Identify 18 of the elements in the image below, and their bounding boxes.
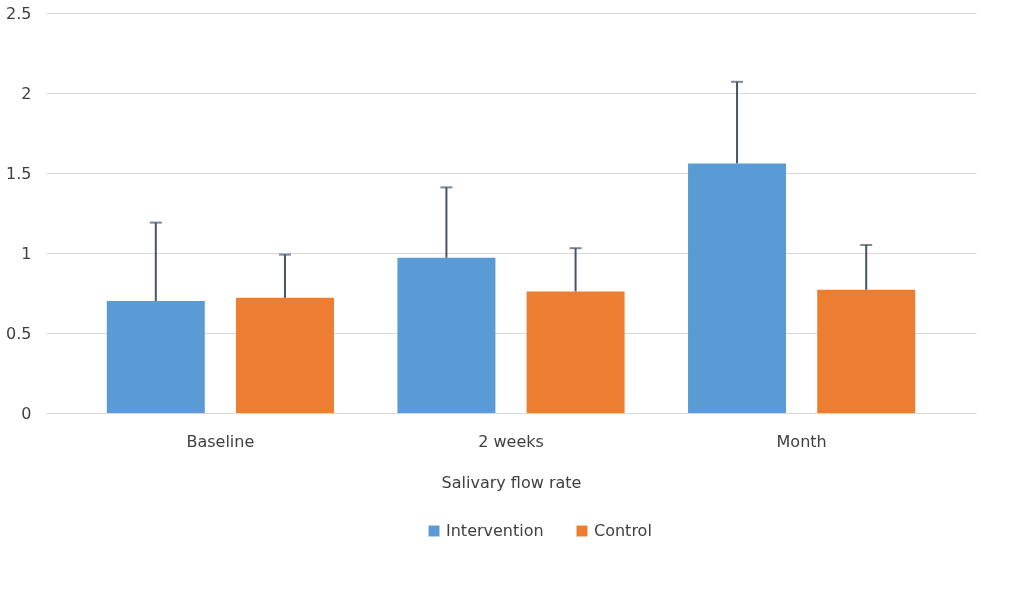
y-tick-label: 1 (21, 243, 32, 263)
x-tick-label: Month (776, 431, 827, 451)
bar (106, 301, 205, 413)
y-tick-label: 0.5 (6, 323, 32, 343)
bar (526, 291, 625, 413)
y-tick-label: 0 (21, 403, 32, 423)
x-tick-label: Baseline (186, 431, 255, 451)
legend-label: Control (594, 521, 652, 540)
legend-label: Intervention (446, 521, 544, 540)
bar (397, 257, 496, 413)
bar (235, 297, 334, 413)
y-tick-label: 2 (21, 83, 32, 103)
y-tick-label: 1.5 (6, 163, 32, 183)
y-tick-label: 2.5 (6, 3, 32, 23)
bar (817, 289, 916, 413)
x-tick-label: 2 weeks (478, 431, 544, 451)
x-axis-title: Salivary flow rate (441, 472, 582, 492)
bar (688, 163, 787, 413)
